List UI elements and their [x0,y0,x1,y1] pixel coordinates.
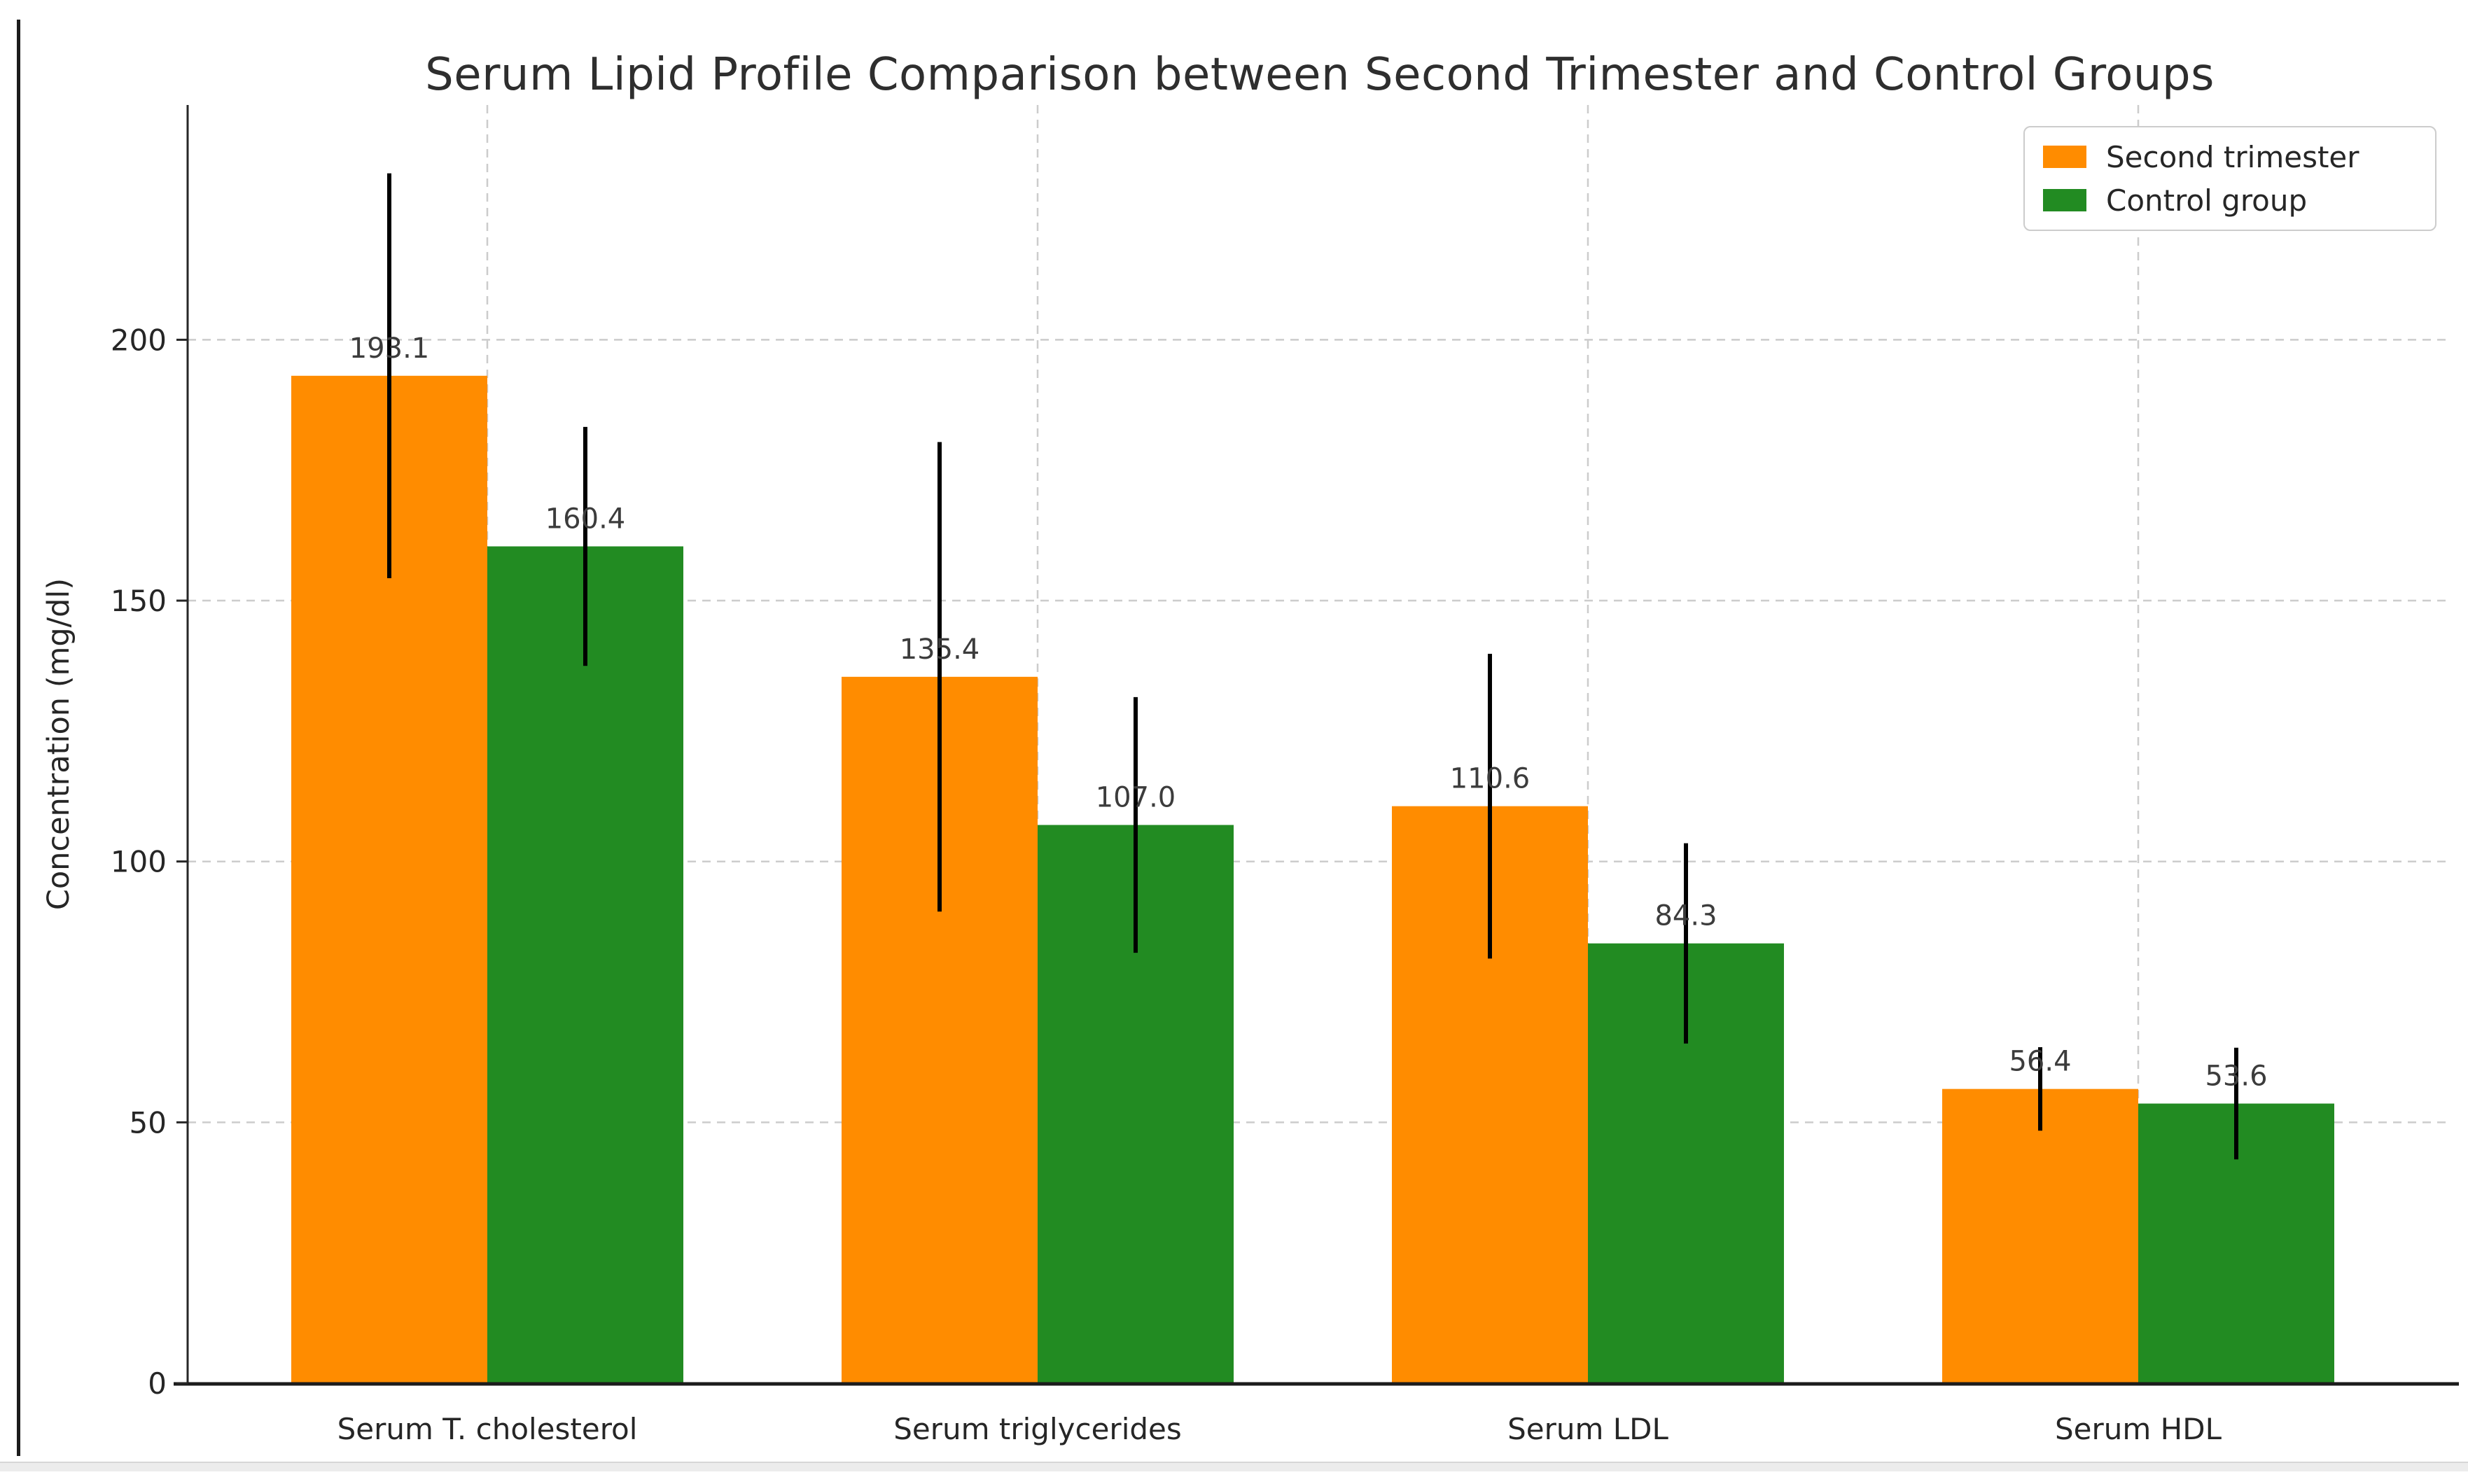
bar-value-label: 135.4 [900,634,980,666]
y-axis-tick-label: 0 [148,1366,167,1401]
figure-left-border [17,20,20,1456]
legend-label: Second trimester [2106,139,2359,174]
legend: Second trimester Control group [2023,126,2436,231]
legend-swatch-green-icon [2043,189,2086,211]
bar-second-trimester [1942,1088,2138,1383]
legend-label: Control group [2106,183,2308,218]
y-axis-title: Concentration (mg/dl) [41,578,76,911]
bar-value-label: 56.4 [2009,1046,2071,1078]
legend-entry-control-group: Control group [2043,183,2417,218]
x-axis-category-label: Serum LDL [1507,1412,1668,1446]
legend-entry-second-trimester: Second trimester [2043,140,2417,174]
y-axis-tick-label: 100 [111,845,167,879]
bar-value-label: 84.3 [1654,900,1717,932]
bar-control-group [487,546,683,1383]
y-axis-tick-label: 50 [130,1105,167,1140]
y-axis-tick-label: 200 [111,323,167,357]
legend-swatch-orange-icon [2043,146,2086,168]
x-axis-category-label: Serum triglycerides [893,1412,1182,1446]
x-axis-category-label: Serum HDL [2055,1412,2222,1446]
bar-value-label: 193.1 [349,332,430,365]
bar-value-label: 53.6 [2205,1060,2267,1093]
bar-value-label: 110.6 [1450,763,1531,795]
y-axis-tick-label: 150 [111,584,167,618]
bar-value-label: 160.4 [545,503,626,536]
page-bottom-strip [0,1462,2468,1471]
x-axis-category-label: Serum T. cholesterol [337,1412,638,1446]
bar-value-label: 107.0 [1096,782,1176,814]
chart-title: Serum Lipid Profile Comparison between S… [425,49,2215,101]
